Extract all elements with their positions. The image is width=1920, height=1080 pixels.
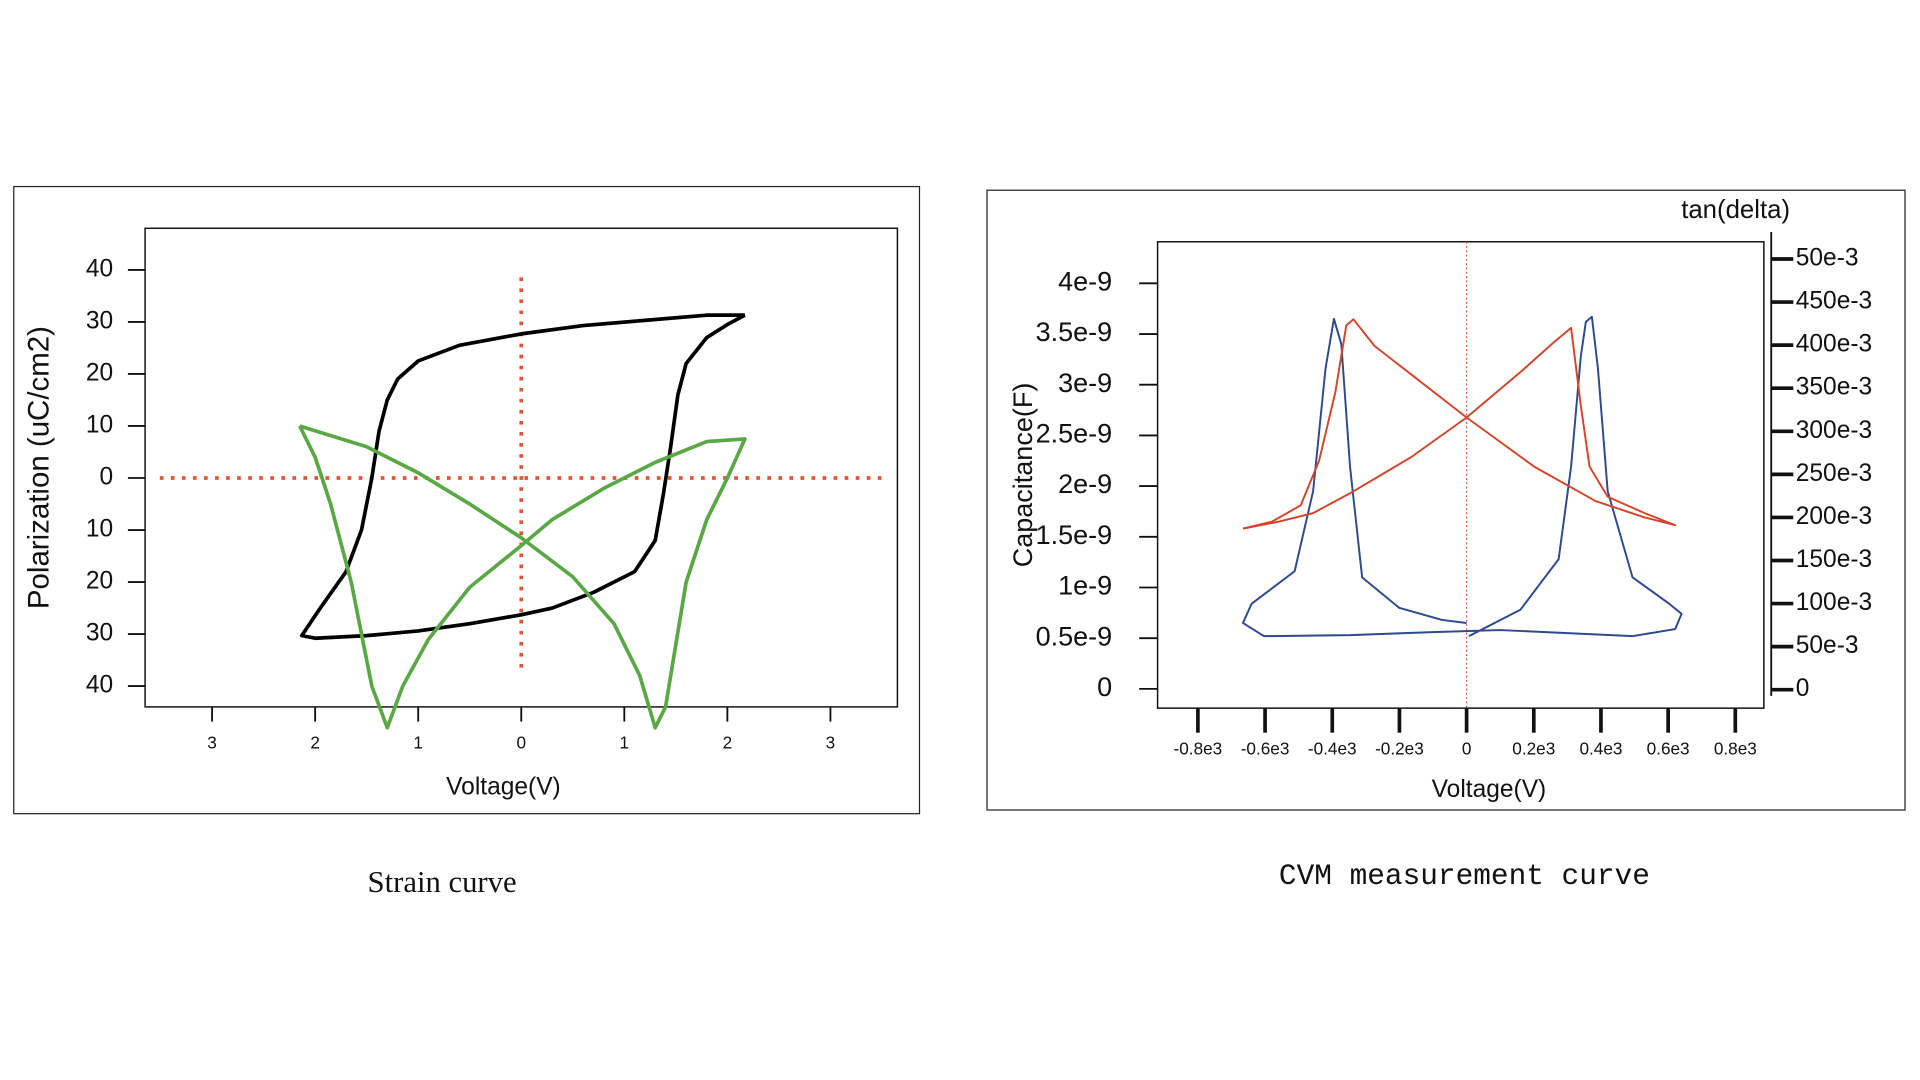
y2-tick-label: 0 xyxy=(1796,675,1810,702)
y2-tick-label: 50e-3 xyxy=(1796,632,1859,659)
y2-axis-title: tan(delta) xyxy=(1681,196,1790,224)
y-tick-label: 1e-9 xyxy=(1058,571,1112,601)
x-tick-label: 0.4e3 xyxy=(1579,738,1622,758)
caption: Strain curve xyxy=(368,865,517,899)
series-line xyxy=(1241,315,1683,638)
x-tick-label: -0.4e3 xyxy=(1308,738,1357,758)
y2-tick-label: 400e-3 xyxy=(1796,331,1872,358)
y-tick-label: 0 xyxy=(1097,672,1112,702)
y-tick-label: 20 xyxy=(86,568,113,595)
y2-tick-label: 450e-3 xyxy=(1796,288,1872,315)
x-tick-label: 1 xyxy=(620,732,630,752)
y-tick-label: 3.5e-9 xyxy=(1036,317,1113,347)
series-line xyxy=(299,313,746,641)
x-tick-label: 0.8e3 xyxy=(1714,738,1757,758)
y2-tick-label: 50e-3 xyxy=(1796,244,1859,271)
series-line xyxy=(1242,318,1677,530)
y-tick-label: 40 xyxy=(86,255,113,282)
x-tick-label: -0.2e3 xyxy=(1375,738,1424,758)
y-tick-label: 4e-9 xyxy=(1058,266,1112,296)
y-tick-label: 10 xyxy=(86,411,113,438)
y2-tick-label: 150e-3 xyxy=(1796,546,1872,573)
x-tick-label: 2 xyxy=(723,732,733,752)
panel-frame xyxy=(986,189,1906,811)
y2-tick-label: 100e-3 xyxy=(1796,589,1872,616)
x-tick-label: -0.6e3 xyxy=(1241,738,1290,758)
y2-tick-label: 200e-3 xyxy=(1796,503,1872,530)
panel-frame xyxy=(13,185,921,815)
y2-tick-label: 350e-3 xyxy=(1796,374,1872,401)
y-axis-title: Polarization (uC/cm2) xyxy=(23,326,56,609)
y-tick-label: 20 xyxy=(86,359,113,386)
x-tick-label: 1 xyxy=(413,732,423,752)
y-tick-label: 2e-9 xyxy=(1058,469,1112,499)
y-tick-label: 0.5e-9 xyxy=(1036,621,1113,651)
y2-tick-label: 300e-3 xyxy=(1796,417,1872,444)
y-tick-label: 1.5e-9 xyxy=(1036,520,1113,550)
x-tick-label: -0.8e3 xyxy=(1174,738,1223,758)
plot-frame xyxy=(1156,241,1765,709)
y-tick-label: 3e-9 xyxy=(1058,368,1112,398)
y-axis-title: Capacitance(F) xyxy=(1008,383,1038,568)
y2-tick-label: 250e-3 xyxy=(1796,460,1872,487)
y-tick-label: 0 xyxy=(100,463,114,490)
y-tick-label: 2.5e-9 xyxy=(1036,419,1113,449)
x-axis-title: Voltage(V) xyxy=(446,773,561,800)
x-tick-label: 0 xyxy=(516,732,526,752)
series-line xyxy=(298,424,747,730)
x-tick-label: 2 xyxy=(310,732,320,752)
x-axis-title: Voltage(V) xyxy=(1432,776,1547,803)
y-tick-label: 30 xyxy=(86,307,113,334)
x-tick-label: 0.6e3 xyxy=(1647,738,1690,758)
x-tick-label: 0.2e3 xyxy=(1512,738,1555,758)
y-tick-label: 10 xyxy=(86,516,113,543)
caption: CVM measurement curve xyxy=(1279,859,1650,893)
x-tick-label: 3 xyxy=(826,732,836,752)
y-tick-label: 40 xyxy=(86,672,113,699)
x-tick-label: 3 xyxy=(207,732,217,752)
x-tick-label: 0 xyxy=(1462,738,1472,758)
y-tick-label: 30 xyxy=(86,620,113,647)
